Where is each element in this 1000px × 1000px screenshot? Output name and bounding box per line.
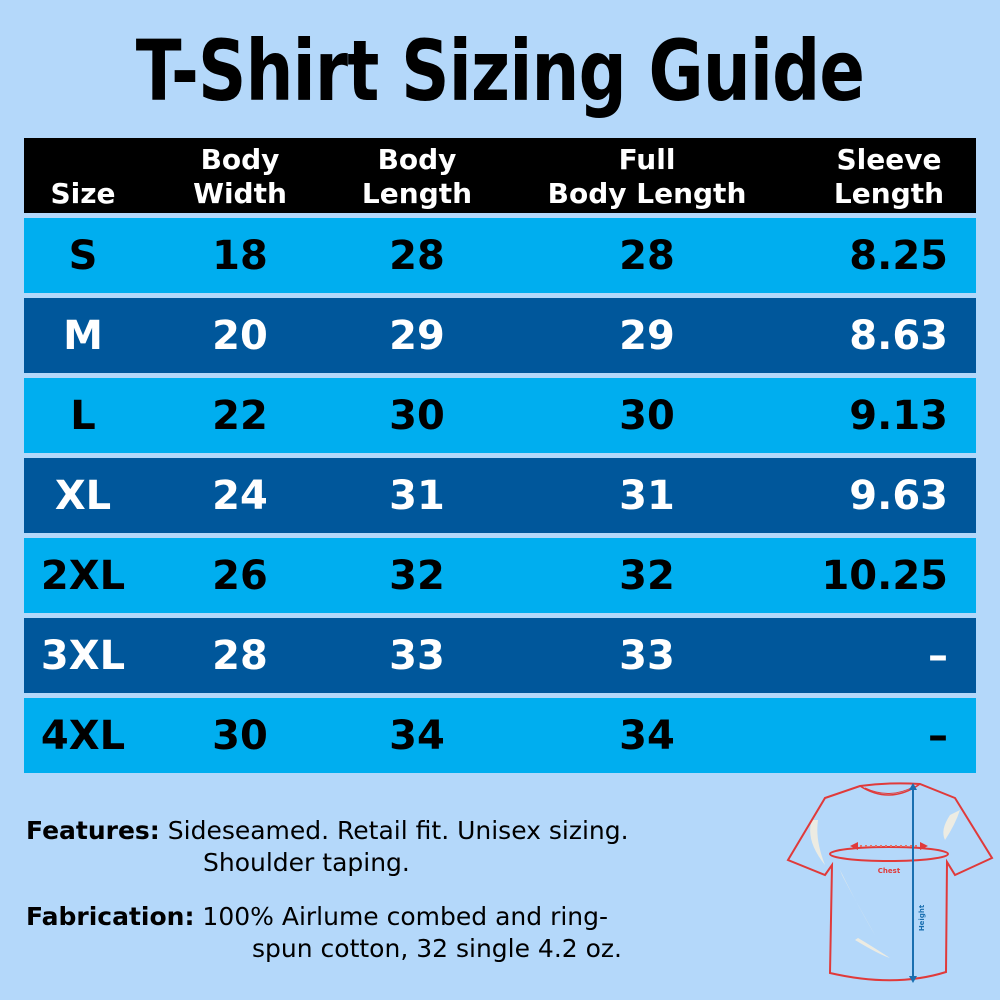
header-label: Full bbox=[618, 143, 676, 176]
table-row: M 20 29 29 8.63 bbox=[24, 298, 976, 373]
full-body-length-cell: 31 bbox=[619, 473, 675, 519]
size-cell: 2XL bbox=[40, 553, 126, 599]
table-row: S 18 28 28 8.25 bbox=[24, 218, 976, 293]
full-body-length-cell: 28 bbox=[619, 233, 675, 279]
table-row: 3XL 28 33 33 – bbox=[24, 618, 976, 693]
body-width-cell: 26 bbox=[212, 553, 268, 599]
full-body-length-cell: 33 bbox=[619, 633, 675, 679]
header-sleeve-length: Sleeve Length bbox=[814, 143, 964, 211]
fabrication-text: spun cotton, 32 single 4.2 oz. bbox=[252, 934, 622, 963]
body-length-cell: 31 bbox=[389, 473, 445, 519]
full-body-length-cell: 34 bbox=[619, 713, 675, 759]
features-label: Features: bbox=[26, 816, 160, 845]
features-block: Features: Sideseamed. Retail fit. Unisex… bbox=[26, 815, 629, 879]
sleeve-length-cell: – bbox=[928, 633, 948, 679]
body-width-cell: 30 bbox=[212, 713, 268, 759]
header-label: Size bbox=[50, 177, 116, 210]
header-label: Body bbox=[200, 143, 280, 176]
features-text: Shoulder taping. bbox=[203, 848, 410, 877]
header-label: Sleeve bbox=[836, 143, 942, 176]
sleeve-length-cell: 8.63 bbox=[849, 313, 948, 359]
header-label: Width bbox=[193, 177, 287, 210]
header-body-length: Body Length bbox=[337, 143, 497, 211]
size-cell: S bbox=[68, 233, 98, 279]
body-width-cell: 28 bbox=[212, 633, 268, 679]
sleeve-length-cell: 9.63 bbox=[849, 473, 948, 519]
features-text: Sideseamed. Retail fit. Unisex sizing. bbox=[167, 816, 629, 845]
body-length-cell: 34 bbox=[389, 713, 445, 759]
table-row: XL 24 31 31 9.63 bbox=[24, 458, 976, 533]
fabrication-text: 100% Airlume combed and ring- bbox=[202, 902, 609, 931]
sleeve-length-cell: 8.25 bbox=[849, 233, 948, 279]
tshirt-diagram: Chest Height bbox=[786, 782, 994, 983]
body-length-cell: 29 bbox=[389, 313, 445, 359]
size-cell: 3XL bbox=[40, 633, 126, 679]
body-width-cell: 22 bbox=[212, 393, 268, 439]
chest-label: Chest bbox=[878, 867, 901, 875]
size-cell: XL bbox=[54, 473, 112, 519]
full-body-length-cell: 32 bbox=[619, 553, 675, 599]
sleeve-length-cell: 9.13 bbox=[849, 393, 948, 439]
full-body-length-cell: 30 bbox=[619, 393, 675, 439]
header-size: Size bbox=[24, 177, 142, 211]
body-width-cell: 24 bbox=[212, 473, 268, 519]
table-row: L 22 30 30 9.13 bbox=[24, 378, 976, 453]
table-header: Size Body Width Body Length Full Body Lengt… bbox=[24, 138, 976, 213]
table-row: 2XL 26 32 32 10.25 bbox=[24, 538, 976, 613]
size-cell: 4XL bbox=[40, 713, 126, 759]
sleeve-length-cell: – bbox=[928, 713, 948, 759]
table-row: 4XL 30 34 34 – bbox=[24, 698, 976, 773]
body-width-cell: 18 bbox=[212, 233, 268, 279]
size-cell: M bbox=[63, 313, 103, 359]
header-label: Body Length bbox=[547, 177, 747, 210]
body-length-cell: 28 bbox=[389, 233, 445, 279]
size-cell: L bbox=[70, 393, 96, 439]
header-full-body-length: Full Body Length bbox=[527, 143, 767, 211]
header-label: Length bbox=[361, 177, 473, 210]
header-label: Body bbox=[377, 143, 457, 176]
header-label: Length bbox=[833, 177, 945, 210]
fabrication-label: Fabrication: bbox=[26, 902, 195, 931]
body-length-cell: 32 bbox=[389, 553, 445, 599]
fabrication-block: Fabrication: 100% Airlume combed and rin… bbox=[26, 901, 622, 965]
body-length-cell: 30 bbox=[389, 393, 445, 439]
sleeve-length-cell: 10.25 bbox=[821, 553, 948, 599]
height-label: Height bbox=[918, 904, 926, 931]
body-length-cell: 33 bbox=[389, 633, 445, 679]
page-title: T-Shirt Sizing Guide bbox=[135, 22, 865, 120]
body-width-cell: 20 bbox=[212, 313, 268, 359]
header-body-width: Body Width bbox=[160, 143, 320, 211]
full-body-length-cell: 29 bbox=[619, 313, 675, 359]
